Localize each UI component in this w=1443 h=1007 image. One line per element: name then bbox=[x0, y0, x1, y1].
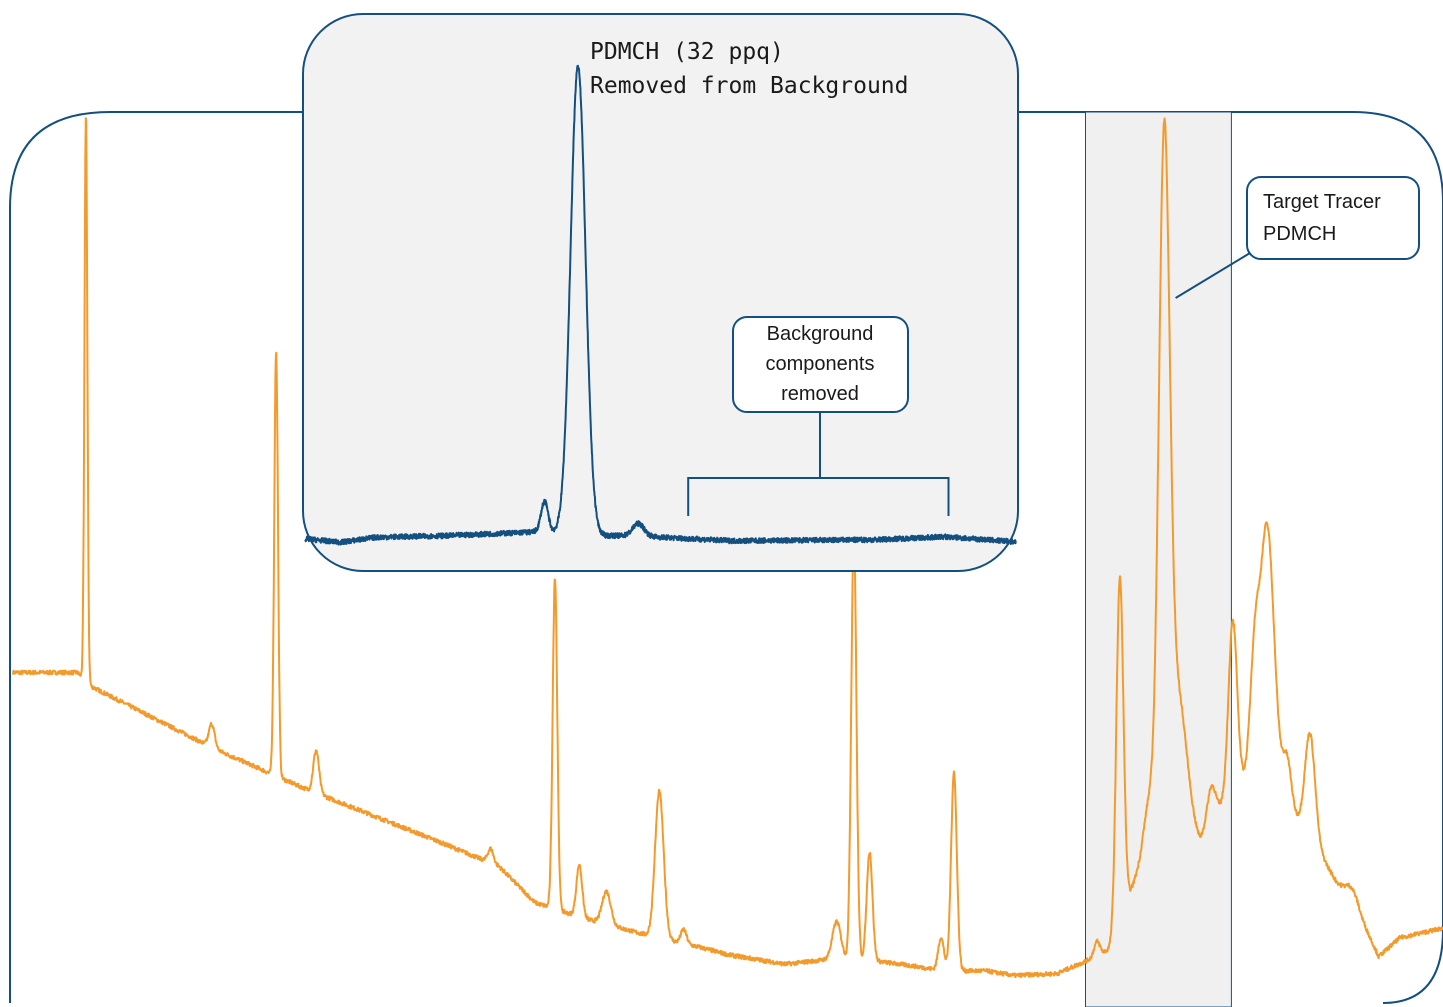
target-tracer-leader-line bbox=[1175, 252, 1251, 299]
pdmch-highlight-region bbox=[1085, 111, 1232, 1007]
background-removed-line-1: Background bbox=[767, 323, 874, 345]
inset-title-line-2: Removed from Background bbox=[590, 73, 909, 99]
inset-chromatogram-trace bbox=[304, 64, 1017, 546]
target-tracer-callout: Target Tracer PDMCH bbox=[1246, 176, 1420, 260]
background-removed-line-2: components bbox=[766, 353, 875, 375]
target-tracer-line-2: PDMCH bbox=[1263, 223, 1336, 245]
inset-title-line-1: PDMCH (32 ppq) bbox=[590, 39, 784, 65]
background-components-bracket bbox=[687, 477, 950, 516]
main-chromatogram: Target Tracer PDMCH bbox=[9, 111, 1443, 1007]
main-chromatogram-trace bbox=[12, 117, 1443, 979]
background-removed-line-3: removed bbox=[781, 383, 859, 405]
target-tracer-line-1: Target Tracer bbox=[1263, 191, 1381, 213]
target-tracer-box bbox=[1246, 176, 1420, 260]
background-removed-callout: Background components removed bbox=[732, 316, 909, 413]
inset-frame bbox=[302, 13, 1019, 572]
inset-chromatogram: PDMCH (32 ppq) Removed from Background B… bbox=[302, 13, 1019, 572]
background-removed-box bbox=[732, 316, 909, 413]
